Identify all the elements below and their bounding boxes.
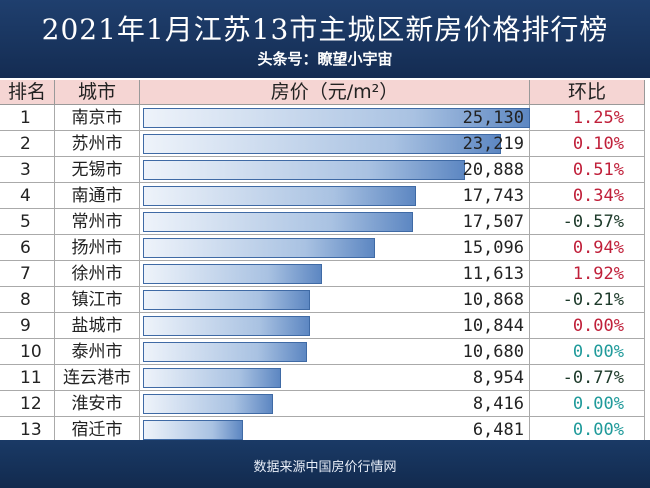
- price: 20,888: [462, 160, 524, 180]
- column-header: 城市: [55, 80, 140, 105]
- price-bar: [143, 212, 413, 232]
- price-cell: [140, 261, 530, 287]
- city: 泰州市: [55, 339, 140, 365]
- rank: 6: [0, 235, 55, 261]
- change: 0.10%: [530, 131, 645, 157]
- rank: 7: [0, 261, 55, 287]
- price-cell: [140, 391, 530, 417]
- rank: 3: [0, 157, 55, 183]
- price: 23,219: [462, 134, 524, 154]
- change: -0.77%: [530, 365, 645, 391]
- price-cell: [140, 287, 530, 313]
- price-cell: [140, 339, 530, 365]
- change: 1.25%: [530, 105, 645, 131]
- header-band: [0, 0, 650, 78]
- column-header: 房价（元/m²）: [140, 80, 530, 105]
- rank: 11: [0, 365, 55, 391]
- change: 0.34%: [530, 183, 645, 209]
- change: 0.00%: [530, 391, 645, 417]
- city: 盐城市: [55, 313, 140, 339]
- column-header: 排名: [0, 80, 55, 105]
- price: 8,954: [472, 368, 524, 388]
- price-cell: [140, 209, 530, 235]
- price: 8,416: [472, 394, 524, 414]
- price-bar: [143, 160, 465, 180]
- city: 扬州市: [55, 235, 140, 261]
- column-header: 环比: [530, 80, 645, 105]
- price: 10,868: [462, 290, 524, 310]
- city: 连云港市: [55, 365, 140, 391]
- price-bar: [143, 316, 310, 336]
- price: 15,096: [462, 238, 524, 258]
- price-cell: [140, 313, 530, 339]
- price-cell: [140, 235, 530, 261]
- change: -0.57%: [530, 209, 645, 235]
- price-bar: [143, 238, 376, 258]
- rank: 8: [0, 287, 55, 313]
- price: 10,844: [462, 316, 524, 336]
- city: 南京市: [55, 105, 140, 131]
- price-bar: [143, 342, 308, 362]
- price-bar: [143, 186, 417, 206]
- change: -0.21%: [530, 287, 645, 313]
- city: 镇江市: [55, 287, 140, 313]
- rank: 1: [0, 105, 55, 131]
- rank: 2: [0, 131, 55, 157]
- change: 0.00%: [530, 339, 645, 365]
- price-cell: [140, 183, 530, 209]
- price-bar: [143, 290, 311, 310]
- price-bar: [143, 420, 243, 440]
- footer-band: [0, 440, 650, 488]
- city: 常州市: [55, 209, 140, 235]
- price: 10,680: [462, 342, 524, 362]
- change: 0.94%: [530, 235, 645, 261]
- rank: 5: [0, 209, 55, 235]
- price: 25,130: [462, 108, 524, 128]
- city: 徐州市: [55, 261, 140, 287]
- price-bar: [143, 264, 322, 284]
- city: 淮安市: [55, 391, 140, 417]
- price-bar: [143, 108, 530, 128]
- price-bar: [143, 134, 501, 154]
- city: 苏州市: [55, 131, 140, 157]
- change: 1.92%: [530, 261, 645, 287]
- rank: 10: [0, 339, 55, 365]
- change: 0.00%: [530, 313, 645, 339]
- source: 数据来源中国房价行情网: [253, 460, 397, 475]
- price-cell: [140, 131, 530, 157]
- change: 0.51%: [530, 157, 645, 183]
- price-bar: [143, 368, 281, 388]
- city: 无锡市: [55, 157, 140, 183]
- subtitle: 头条号：瞭望小宇宙: [257, 50, 393, 68]
- price-cell: [140, 157, 530, 183]
- city: 南通市: [55, 183, 140, 209]
- price: 6,481: [472, 420, 524, 440]
- rank: 12: [0, 391, 55, 417]
- rank: 9: [0, 313, 55, 339]
- title: 2021年1月江苏13市主城区新房价格排行榜: [41, 13, 609, 46]
- price: 17,743: [462, 186, 524, 206]
- price-cell: [140, 365, 530, 391]
- price: 11,613: [462, 264, 524, 284]
- price-bar: [143, 394, 273, 414]
- rank: 4: [0, 183, 55, 209]
- price: 17,507: [462, 212, 524, 232]
